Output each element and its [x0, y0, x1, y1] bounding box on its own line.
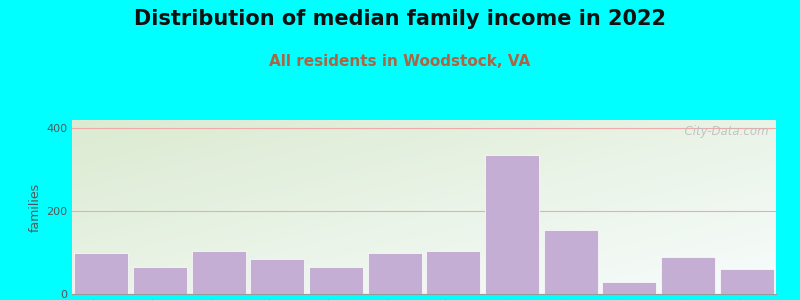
Bar: [368, 253, 422, 294]
Bar: [720, 269, 774, 294]
Text: All residents in Woodstock, VA: All residents in Woodstock, VA: [270, 54, 530, 69]
Bar: [661, 257, 715, 294]
Bar: [485, 155, 539, 294]
Bar: [309, 267, 363, 294]
Bar: [133, 267, 187, 294]
Bar: [602, 282, 656, 294]
Bar: [250, 259, 304, 294]
Text: City-Data.com: City-Data.com: [678, 125, 769, 138]
Bar: [74, 253, 128, 294]
Y-axis label: families: families: [29, 182, 42, 232]
Text: Distribution of median family income in 2022: Distribution of median family income in …: [134, 9, 666, 29]
Bar: [426, 250, 480, 294]
Bar: [544, 230, 598, 294]
Bar: [192, 250, 246, 294]
